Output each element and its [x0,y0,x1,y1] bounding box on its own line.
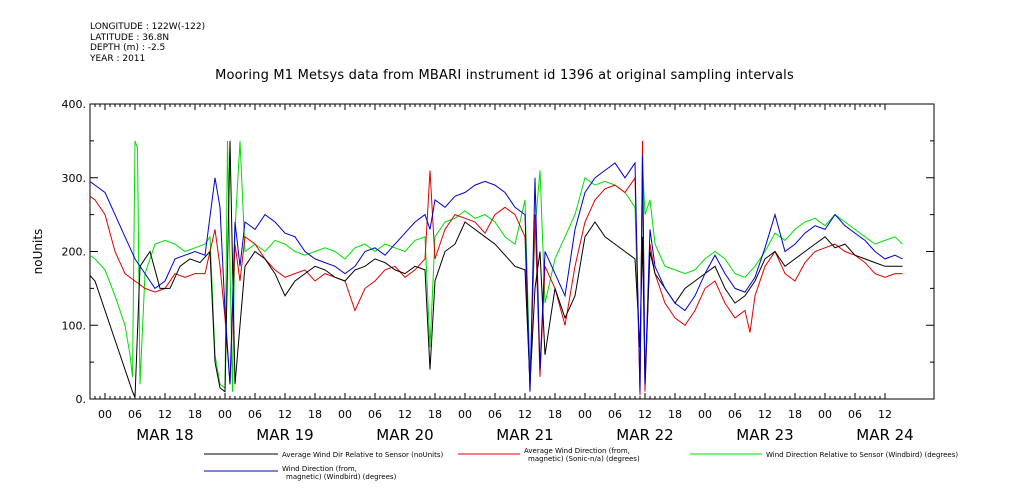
x-tick-label: 00 [698,408,712,421]
x-tick-label: 12 [518,408,532,421]
legend-entry-red-label: Average Wind Direction (from, magnetic) (… [524,447,640,463]
y-tick-label: 100. [62,319,87,332]
x-tick-label: 12 [158,408,172,421]
x-tick-label: 12 [878,408,892,421]
x-tick-label: 12 [758,408,772,421]
x-tick-label: 00 [578,408,592,421]
x-day-label: MAR 23 [736,426,793,444]
plot-frame [89,103,935,400]
x-tick-label: 12 [278,408,292,421]
metadata-block: LONGITUDE : 122W(-122) LATITUDE : 36.8N … [90,22,205,64]
x-tick-label: 00 [818,408,832,421]
x-day-label: MAR 20 [376,426,433,444]
x-tick-label: 18 [308,408,322,421]
x-day-label: MAR 18 [136,426,193,444]
x-day-label: MAR 24 [856,426,913,444]
y-tick-label: 200. [62,246,87,259]
y-axis-label: noUnits [31,229,45,275]
chart-title: Mooring M1 Metsys data from MBARI instru… [215,68,794,83]
x-tick-label: 06 [488,408,502,421]
x-tick-label: 06 [728,408,742,421]
series-line-red [90,140,903,396]
latitude-text: LATITUDE : 36.8N [90,32,170,43]
series-line-green [90,140,903,392]
x-tick-label: 18 [668,408,682,421]
x-tick-label: 00 [338,408,352,421]
depth-text: DEPTH (m) : -2.5 [90,43,166,53]
x-day-label: MAR 21 [496,426,553,444]
x-tick-label: 12 [638,408,652,421]
x-day-label: MAR 22 [616,426,673,444]
year-text: YEAR : 2011 [90,53,146,64]
x-tick-label: 18 [428,408,442,421]
x-tick-label: 00 [218,408,232,421]
x-tick-label: 12 [398,408,412,421]
series-line-blue [90,155,903,392]
x-tick-label: 00 [458,408,472,421]
x-tick-label: 06 [128,408,142,421]
x-tick-label: 06 [848,408,862,421]
x-tick-label: 06 [248,408,262,421]
x-tick-label: 06 [608,408,622,421]
y-tick-label: 0. [76,393,87,406]
series-line-black [90,140,903,398]
x-tick-label: 18 [548,408,562,421]
x-tick-label: 18 [788,408,802,421]
x-tick-label: 18 [188,408,202,421]
longitude-text: LONGITUDE : 122W(-122) [90,22,206,32]
legend-entry-blue-label: Wind Direction (from, magnetic) (Windbird… [282,465,397,481]
legend-entry-green-label: Wind Direction Relative to Sensor (Windb… [766,451,958,459]
y-tick-label: 300. [62,172,87,185]
x-tick-label: 06 [368,408,382,421]
x-day-label: MAR 19 [256,426,313,444]
y-tick-label: 400. [62,98,87,111]
x-tick-label: 00 [98,408,112,421]
legend-entry-black-label: Average Wind Dir Relative to Sensor (noU… [282,451,443,459]
